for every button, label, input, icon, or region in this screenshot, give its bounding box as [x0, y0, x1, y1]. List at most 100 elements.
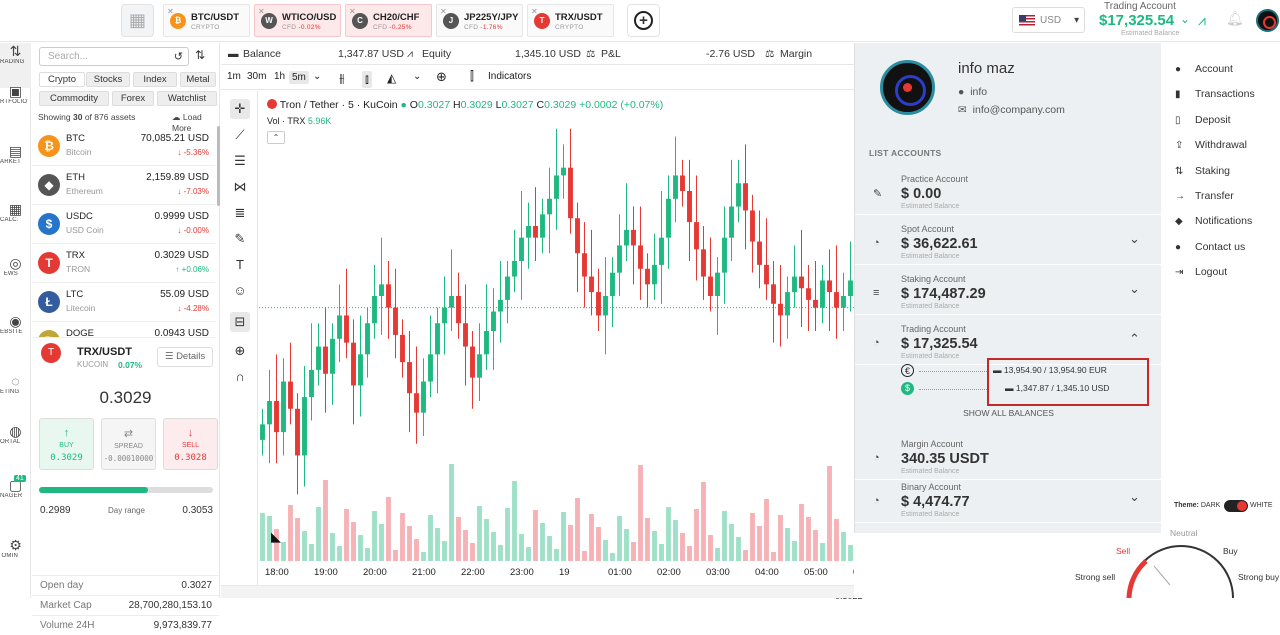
- asset-row[interactable]: DDOGEDogecoin0.0943 USD: [32, 322, 215, 338]
- chart-plot[interactable]: Tron / Tether · 5 · KuCoin ● O0.3027 H0.…: [259, 91, 863, 601]
- fib-icon[interactable]: ≣: [234, 205, 246, 220]
- tf-30m[interactable]: 30m: [247, 71, 267, 82]
- filter-chip[interactable]: Commodity: [39, 91, 109, 106]
- close-icon[interactable]: ✕: [258, 7, 265, 16]
- filter-chip[interactable]: Metal: [180, 72, 216, 87]
- asset-row[interactable]: ◆ ETH Ethereum 2,159.89 USD ↓ -7.03%: [32, 166, 215, 205]
- add-icon[interactable]: ⊕: [436, 69, 447, 84]
- nav-item[interactable]: ▢ NAGER 41: [0, 475, 31, 512]
- sort-icon[interactable]: ⇅: [195, 48, 206, 62]
- filter-chip[interactable]: Watchlist: [157, 91, 217, 106]
- chevron-down-icon[interactable]: ⌄: [1129, 281, 1140, 296]
- tf-1m[interactable]: 1m: [227, 71, 241, 82]
- emoji-icon[interactable]: ☺: [233, 283, 247, 298]
- account-row[interactable]: ◔ Trading Account $ 17,325.54 Estimated Bal…: [855, 315, 1162, 365]
- chevron-down-icon[interactable]: ⌄: [1129, 489, 1140, 504]
- chevron-down-icon[interactable]: ⌄: [1129, 231, 1140, 246]
- close-icon[interactable]: ✕: [440, 7, 447, 16]
- indicators-button[interactable]: Indicators: [488, 71, 532, 82]
- chart-line-icon[interactable]: ⩘: [1198, 12, 1206, 28]
- menu-item[interactable]: ⇥ Logout: [1175, 266, 1227, 278]
- nav-item[interactable]: ▤ ARKET: [0, 143, 31, 178]
- menu-item[interactable]: → Transfer: [1175, 190, 1234, 202]
- nav-item[interactable]: ⇅ RADING: [0, 43, 31, 88]
- filter-chip[interactable]: Forex: [112, 91, 154, 106]
- nav-item[interactable]: ▦ CALC.: [0, 201, 31, 236]
- filter-chip[interactable]: Crypto: [39, 72, 85, 87]
- indicators-icon[interactable]: ⫿: [470, 69, 474, 83]
- asset-tab[interactable]: ✕ ₿ BTC/USDT CRYPTO: [163, 4, 250, 37]
- scrollbar[interactable]: [217, 126, 220, 206]
- add-tab-button[interactable]: +: [627, 4, 660, 37]
- nav-item[interactable]: ▣ RTFOLIO: [0, 83, 31, 118]
- chevron-up-icon[interactable]: ⌃: [1129, 331, 1140, 346]
- avatar[interactable]: [1256, 9, 1279, 32]
- account-row[interactable]: ≡ Staking Account $ 174,487.29 Estimated Ba…: [855, 265, 1162, 315]
- crosshair-icon[interactable]: ✛: [230, 99, 250, 119]
- text-icon[interactable]: T: [236, 257, 244, 272]
- magnet-icon[interactable]: ∩: [235, 369, 245, 384]
- nav-item[interactable]: ◎ EWS: [0, 255, 31, 290]
- asset-tab[interactable]: ✕ J JP225Y/JPY CFD -1.76%: [436, 4, 523, 37]
- filter-chip[interactable]: Stocks: [86, 72, 130, 87]
- account-row[interactable]: ✎ Practice Account $ 0.00 Estimated Balance: [855, 165, 1162, 215]
- buy-button[interactable]: ↑ BUY 0.3029: [39, 418, 94, 470]
- bell-icon[interactable]: 🔔︎: [1226, 10, 1244, 26]
- brush-icon[interactable]: ✎: [234, 231, 246, 246]
- history-icon[interactable]: ↺: [173, 51, 183, 63]
- chevron-down-icon[interactable]: ⌄: [1180, 12, 1191, 26]
- account-row[interactable]: ◔ Binary Account $ 4,474.77 Estimated Balan…: [855, 473, 1162, 523]
- show-all-balances-button[interactable]: SHOW ALL BALANCES: [963, 408, 1054, 418]
- trading-account-value[interactable]: $17,325.54: [1099, 12, 1175, 29]
- zoom-icon[interactable]: ⊕: [234, 343, 246, 358]
- asset-row[interactable]: Ł LTC Litecoin 55.09 USD ↓ -4.28%: [32, 283, 215, 322]
- bar-chart-icon[interactable]: ⫵: [339, 71, 345, 85]
- asset-tab[interactable]: ✕ T TRX/USDT CRYPTO: [527, 4, 614, 37]
- nav-item[interactable]: ◌ ETING: [0, 373, 31, 408]
- asset-row[interactable]: $ USDC USD Coin 0.9999 USD ↓ -0.00%: [32, 205, 215, 244]
- pattern-icon[interactable]: ⋈: [233, 179, 247, 194]
- trend-line-icon[interactable]: ⟋: [235, 127, 245, 142]
- account-row[interactable]: ◔ Spot Account $ 36,622.61 Estimated Balanc…: [855, 215, 1162, 265]
- account-row[interactable]: ◔ Margin Account 340.35 USDT Estimated Bala…: [855, 430, 1162, 480]
- chevron-down-icon[interactable]: ⌄: [313, 71, 322, 82]
- nav-item[interactable]: ◍ ORTAL: [0, 423, 31, 458]
- menu-item[interactable]: ▮ Transactions: [1175, 88, 1255, 100]
- tf-1h[interactable]: 1h: [274, 71, 286, 82]
- collapse-legend-button[interactable]: ⌃: [267, 131, 285, 144]
- tf-5m[interactable]: 5m: [289, 71, 309, 84]
- asset-row[interactable]: T TRX TRON 0.3029 USD ↑ +0.06%: [32, 244, 215, 283]
- close-icon[interactable]: ✕: [167, 7, 174, 16]
- theme-toggle[interactable]: [1224, 500, 1248, 512]
- candlestick-chart[interactable]: [259, 91, 854, 585]
- apps-grid-button[interactable]: ▦: [121, 4, 154, 37]
- area-chart-icon[interactable]: ◭: [387, 71, 397, 85]
- details-button[interactable]: ☰ Details: [157, 347, 213, 367]
- menu-item[interactable]: ◆ Notifications: [1175, 215, 1252, 227]
- gauge-sell: Sell: [1116, 546, 1131, 556]
- menu-item[interactable]: ⇪ Withdrawal: [1175, 139, 1247, 151]
- nav-item[interactable]: ⚙ OMIN: [0, 537, 31, 572]
- horizontal-lines-icon[interactable]: ☰: [234, 153, 246, 168]
- load-more-button[interactable]: ☁︎ Load More: [172, 112, 202, 133]
- coin-change: ↑ +0.06%: [175, 265, 209, 274]
- sell-button[interactable]: ↓ SELL 0.3028: [163, 418, 218, 470]
- chevron-down-icon[interactable]: ⌄: [413, 71, 422, 82]
- menu-item[interactable]: ⇅ Staking: [1175, 165, 1230, 177]
- asset-tab[interactable]: ✕ C CH20/CHF CFD -0.25%: [345, 4, 432, 37]
- ruler-icon[interactable]: ⊟: [230, 312, 250, 332]
- candles-icon[interactable]: ⫾: [362, 71, 372, 88]
- asset-tab[interactable]: ✕ W WTICO/USD CFD -0.02%: [254, 4, 341, 37]
- currency-select[interactable]: USD ▾: [1012, 7, 1085, 33]
- candle-body: [680, 175, 685, 191]
- nav-item[interactable]: ◉ EBSITE: [0, 313, 31, 348]
- menu-item[interactable]: ● Account: [1175, 63, 1233, 75]
- filter-chip[interactable]: Index: [133, 72, 177, 87]
- menu-item[interactable]: ● Contact us: [1175, 241, 1245, 253]
- volume-bar: [309, 544, 314, 561]
- close-icon[interactable]: ✕: [349, 7, 356, 16]
- menu-item[interactable]: ▯ Deposit: [1175, 114, 1231, 126]
- search-input[interactable]: Search... ↺: [39, 47, 189, 66]
- asset-row[interactable]: ₿ BTC Bitcoin 70,085.21 USD ↓ -5.36%: [32, 127, 215, 166]
- close-icon[interactable]: ✕: [531, 7, 538, 16]
